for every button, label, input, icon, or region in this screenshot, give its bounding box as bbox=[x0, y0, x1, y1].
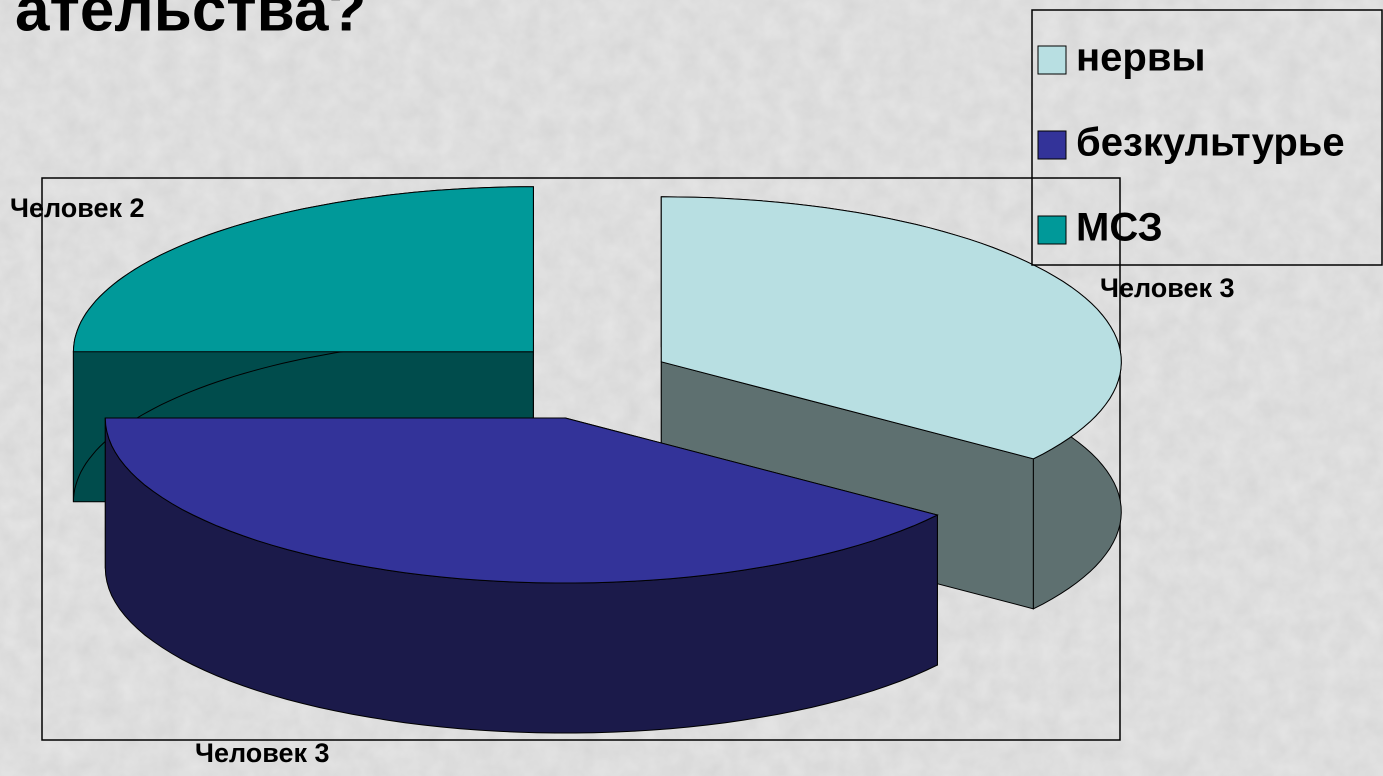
legend-label: МСЗ bbox=[1076, 206, 1163, 250]
slice bbox=[72, 186, 534, 353]
legend-swatch bbox=[1037, 215, 1067, 245]
pie bbox=[72, 186, 1122, 734]
slice bbox=[660, 196, 1122, 460]
chart-title: ательства? bbox=[15, 0, 366, 44]
slice bbox=[104, 417, 939, 584]
data-label: Человек 2 bbox=[10, 193, 145, 223]
legend-label: безкультурье bbox=[1076, 121, 1345, 165]
legend-label: нервы bbox=[1076, 36, 1206, 80]
plot-area bbox=[41, 177, 1121, 741]
legend bbox=[1031, 9, 1383, 266]
legend-swatch bbox=[1037, 45, 1067, 75]
legend-swatch bbox=[1037, 130, 1067, 160]
data-label: Человек 3 bbox=[1100, 273, 1235, 303]
data-label: Человек 3 bbox=[195, 738, 330, 768]
